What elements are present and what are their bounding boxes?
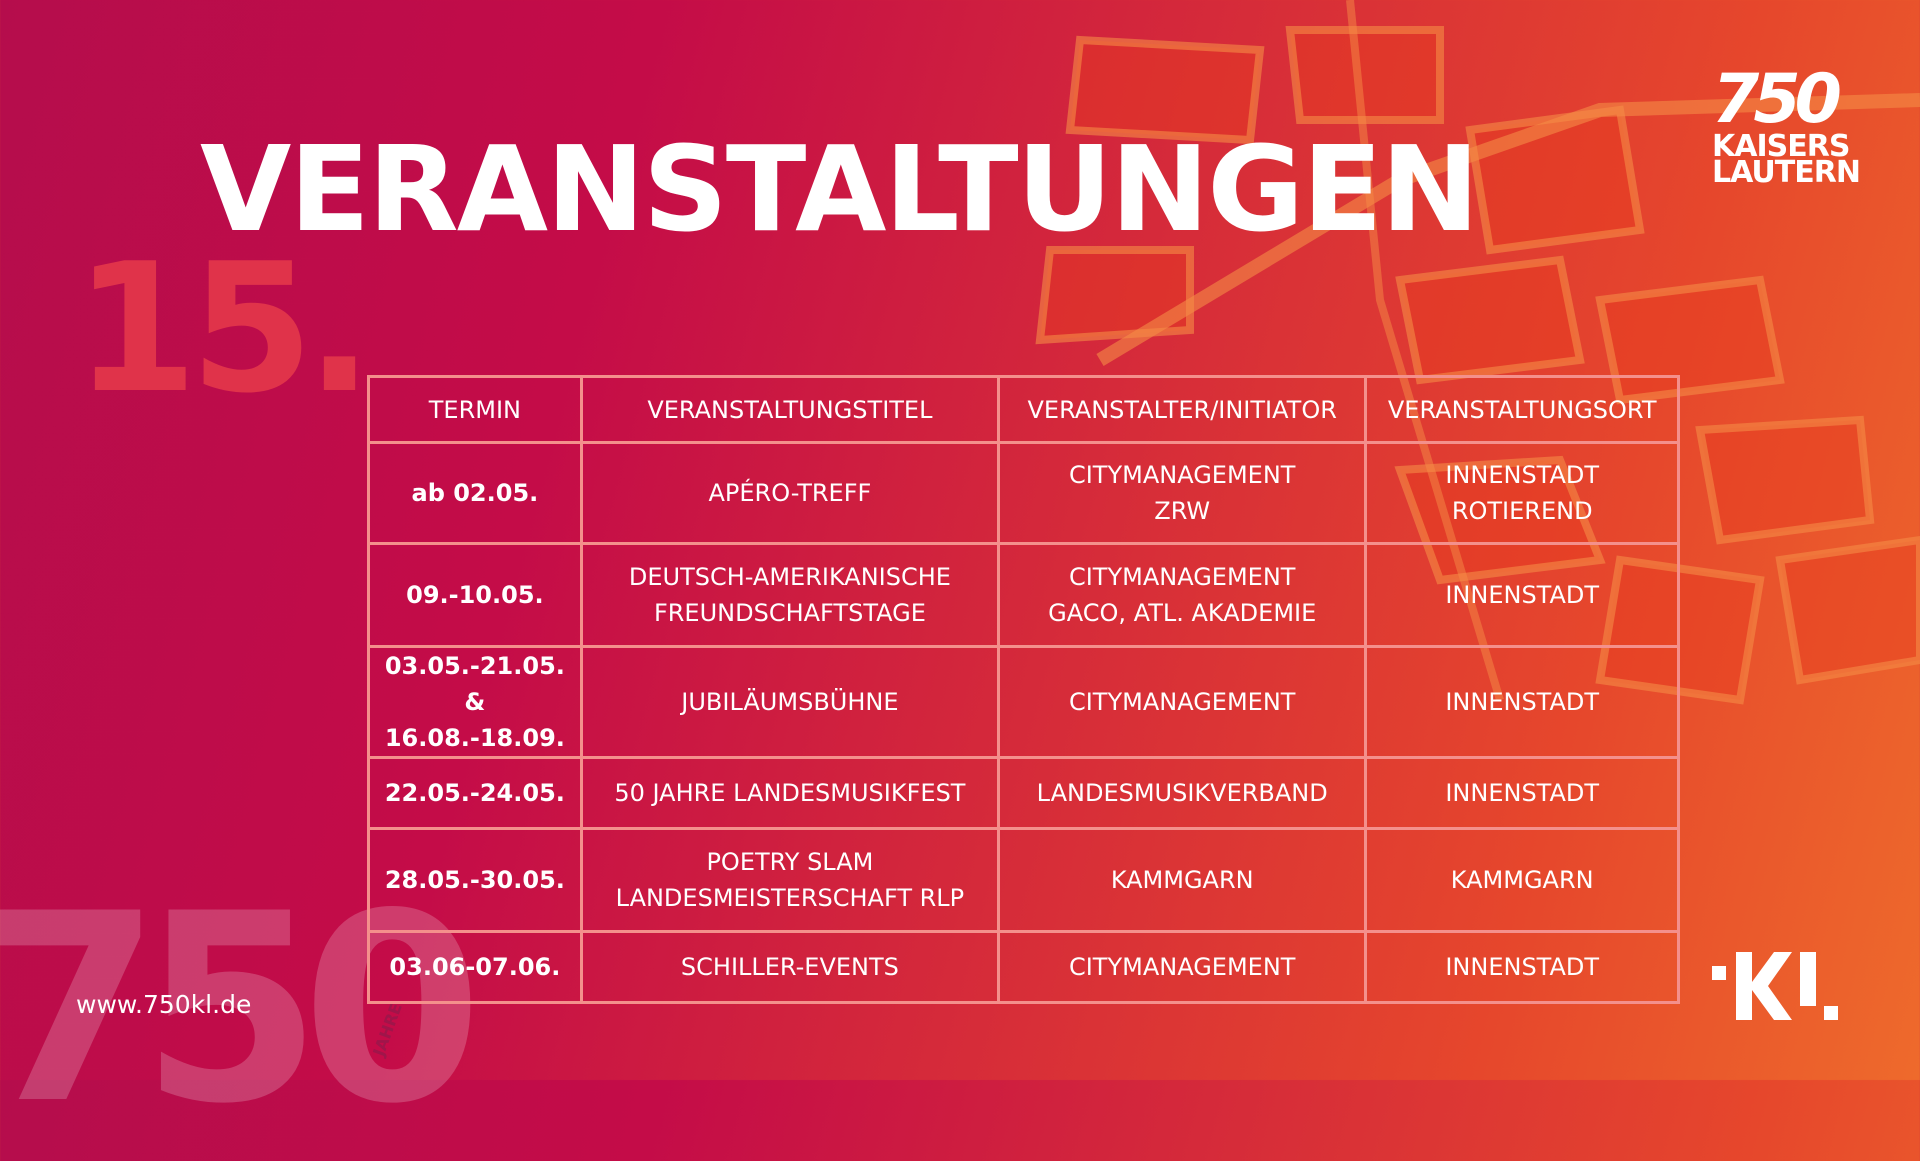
cell-place: INNENSTADT ROTIEREND bbox=[1364, 441, 1680, 545]
cell-date: 22.05.-24.05. bbox=[367, 756, 583, 830]
cell-line: ab 02.05. bbox=[411, 479, 539, 507]
cell-org: CITYMANAGEMENT ZRW bbox=[997, 441, 1368, 545]
cell-line: INNENSTADT bbox=[1445, 779, 1600, 807]
day-number: 15. bbox=[74, 225, 373, 432]
cell-line: APÉRO-TREFF bbox=[708, 479, 872, 507]
cell-line: CITYMANAGEMENT bbox=[1068, 953, 1296, 981]
table-header: TERMIN VERANSTALTUNGSTITEL VERANSTALTER/IN… bbox=[367, 375, 1680, 444]
cell-title: DEUTSCH-AMERIKANISCHE FREUNDSCHAFTSTAGE bbox=[579, 542, 1001, 648]
cell-line: CITYMANAGEMENT bbox=[1068, 563, 1296, 591]
cell-title: 50 JAHRE LANDESMUSIKFEST bbox=[579, 756, 1001, 830]
cell-line: 50 JAHRE LANDESMUSIKFEST bbox=[614, 779, 966, 807]
events-table: TERMIN VERANSTALTUNGSTITEL VERANSTALTER/IN… bbox=[367, 375, 1680, 1004]
cell-place: INNENSTADT bbox=[1364, 645, 1680, 759]
cell-title: JUBILÄUMSBÜHNE bbox=[579, 645, 1001, 759]
cell-org: LANDESMUSIKVERBAND bbox=[997, 756, 1368, 830]
cell-line: 09.-10.05. bbox=[406, 581, 544, 609]
table-row: 28.05.-30.05. POETRY SLAM LANDESMEISTERSCH… bbox=[367, 827, 1680, 933]
cell-line: 28.05.-30.05. bbox=[384, 866, 565, 894]
cell-line: CITYMANAGEMENT bbox=[1068, 688, 1296, 716]
cell-org: CITYMANAGEMENT bbox=[997, 645, 1368, 759]
cell-date: 09.-10.05. bbox=[367, 542, 583, 648]
cell-title: SCHILLER-EVENTS bbox=[579, 930, 1001, 1004]
cell-line: INNENSTADT bbox=[1445, 953, 1600, 981]
cell-date: 03.05.-21.05. & 16.08.-18.09. bbox=[367, 645, 583, 759]
cell-line: POETRY SLAM bbox=[706, 848, 874, 876]
cell-line: 03.05.-21.05. & bbox=[384, 652, 565, 716]
table-row: 03.05.-21.05. & 16.08.-18.09. JUBILÄUMSBÜH… bbox=[367, 645, 1680, 759]
cell-date: 28.05.-30.05. bbox=[367, 827, 583, 933]
cell-line: LANDESMUSIKVERBAND bbox=[1036, 779, 1328, 807]
cell-line: ZRW bbox=[1154, 497, 1211, 525]
cell-line: 16.08.-18.09. bbox=[384, 724, 565, 752]
cell-line: FREUNDSCHAFTSTAGE bbox=[653, 599, 926, 627]
cell-line: DEUTSCH-AMERIKANISCHE bbox=[628, 563, 951, 591]
cell-line: JUBILÄUMSBÜHNE bbox=[681, 688, 899, 716]
cell-date: 03.06-07.06. bbox=[367, 930, 583, 1004]
table-row: 22.05.-24.05. 50 JAHRE LANDESMUSIKFEST LAN… bbox=[367, 756, 1680, 830]
cell-line: 03.06-07.06. bbox=[389, 953, 561, 981]
logo-line2: LAUTERN bbox=[1712, 155, 1861, 190]
column-header: VERANSTALTUNGSTITEL bbox=[579, 375, 1001, 444]
cell-org: KAMMGARN bbox=[997, 827, 1368, 933]
column-header: VERANSTALTER/INITIATOR bbox=[997, 375, 1368, 444]
cell-line: INNENSTADT bbox=[1445, 461, 1600, 489]
cell-title: APÉRO-TREFF bbox=[579, 441, 1001, 545]
cell-org: CITYMANAGEMENT bbox=[997, 930, 1368, 1004]
kaiserslautern-750-logo: 750 KAISERS LAUTERN bbox=[1712, 60, 1861, 190]
cell-line: INNENSTADT bbox=[1445, 581, 1600, 609]
cell-line: CITYMANAGEMENT bbox=[1068, 461, 1296, 489]
cell-line: KAMMGARN bbox=[1110, 866, 1254, 894]
page-title: VERANSTALTUNGEN bbox=[200, 120, 1479, 258]
cell-line: GACO, ATL. AKADEMIE bbox=[1048, 599, 1317, 627]
kl-logo bbox=[1712, 952, 1838, 1020]
cell-line: 22.05.-24.05. bbox=[384, 779, 565, 807]
table-row: ab 02.05. APÉRO-TREFF CITYMANAGEMENT ZRW INN… bbox=[367, 441, 1680, 545]
cell-title: POETRY SLAM LANDESMEISTERSCHAFT RLP bbox=[579, 827, 1001, 933]
cell-place: INNENSTADT bbox=[1364, 542, 1680, 648]
cell-org: CITYMANAGEMENT GACO, ATL. AKADEMIE bbox=[997, 542, 1368, 648]
cell-place: INNENSTADT bbox=[1364, 930, 1680, 1004]
website-link[interactable]: www.750kl.de bbox=[76, 990, 252, 1019]
cell-line: LANDESMEISTERSCHAFT RLP bbox=[615, 884, 965, 912]
column-header: TERMIN bbox=[367, 375, 583, 444]
table-row: 03.06-07.06. SCHILLER-EVENTS CITYMANAGEMEN… bbox=[367, 930, 1680, 1004]
logo-line1: KAISERS bbox=[1712, 129, 1850, 164]
cell-line: INNENSTADT bbox=[1445, 688, 1600, 716]
table-row: 09.-10.05. DEUTSCH-AMERIKANISCHE FREUNDSCH… bbox=[367, 542, 1680, 648]
cell-place: KAMMGARN bbox=[1364, 827, 1680, 933]
cell-date: ab 02.05. bbox=[367, 441, 583, 545]
cell-line: SCHILLER-EVENTS bbox=[680, 953, 899, 981]
column-header: VERANSTALTUNGSORT bbox=[1364, 375, 1680, 444]
cell-line: ROTIEREND bbox=[1451, 497, 1593, 525]
cell-place: INNENSTADT bbox=[1364, 756, 1680, 830]
cell-line: KAMMGARN bbox=[1450, 866, 1594, 894]
logo-number: 750 bbox=[1712, 60, 1842, 139]
